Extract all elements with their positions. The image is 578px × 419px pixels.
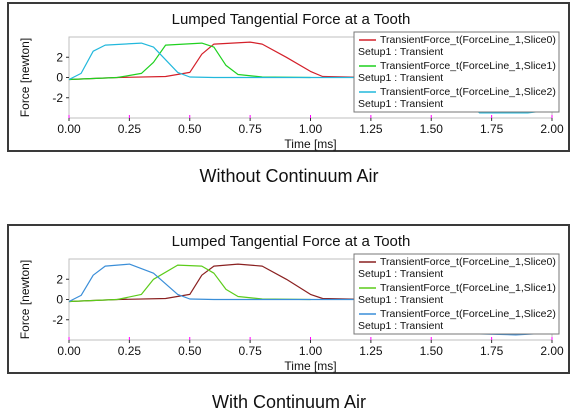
chart-panel-with-air: Lumped Tangential Force at a Tooth 2 0 -2 0.… [7, 224, 570, 374]
x-tick-label: 0.50 [178, 122, 202, 136]
chart-svg: Lumped Tangential Force at a Tooth 2 0 -2 0.… [18, 233, 564, 373]
legend-entry-setup: Setup1 : Transient [358, 46, 443, 58]
legend-box [353, 31, 560, 113]
x-tick-label: 0.75 [238, 344, 262, 358]
x-tick-label: 1.50 [420, 344, 444, 358]
chart-title: Lumped Tangential Force at a Tooth [172, 11, 411, 28]
y-tick-label: 0 [56, 293, 63, 307]
legend-entry-name: TransientForce_t(ForceLine_1,Slice0) [380, 34, 556, 46]
x-tick-label: 0.25 [118, 122, 142, 136]
x-tick-label: 1.75 [480, 344, 504, 358]
legend: TransientForce_t(ForceLine_1,Slice0)Setu… [353, 31, 560, 113]
x-tick-label: 0.75 [238, 122, 262, 136]
y-tick-label: 0 [56, 71, 63, 85]
x-axis-label: Time [ms] [284, 137, 336, 151]
caption-without-air: Without Continuum Air [199, 166, 379, 186]
legend-entry-setup: Setup1 : Transient [358, 98, 443, 110]
x-tick-label: 0.50 [178, 344, 202, 358]
y-tick-label: -2 [52, 91, 63, 105]
x-tick-label: 1.00 [299, 344, 323, 358]
y-tick-label: 2 [56, 272, 63, 286]
x-tick-label: 0.00 [57, 122, 81, 136]
y-axis-label: Force [newton] [18, 38, 32, 117]
x-tick-label: 0.25 [118, 344, 142, 358]
x-tick-label: 2.00 [540, 122, 564, 136]
x-tick-label: 2.00 [540, 344, 564, 358]
x-tick-label: 1.75 [480, 122, 504, 136]
chart-svg: Lumped Tangential Force at a Tooth 2 0 -2 0.… [18, 11, 564, 151]
legend-entry-name: TransientForce_t(ForceLine_1,Slice1) [380, 282, 556, 294]
caption-with-air: With Continuum Air [211, 392, 367, 412]
y-axis-label: Force [newton] [18, 260, 32, 339]
legend-entry-name: TransientForce_t(ForceLine_1,Slice1) [380, 60, 556, 72]
legend-entry-name: TransientForce_t(ForceLine_1,Slice2) [380, 86, 556, 98]
y-tick-label: 2 [56, 50, 63, 64]
legend-box [353, 253, 560, 335]
legend-entry-setup: Setup1 : Transient [358, 320, 443, 332]
chart-panel-without-air: Lumped Tangential Force at a Tooth 2 0 -2 0.… [7, 2, 570, 152]
legend-entry-name: TransientForce_t(ForceLine_1,Slice0) [380, 256, 556, 268]
x-tick-label: 1.00 [299, 122, 323, 136]
x-axis-label: Time [ms] [284, 359, 336, 373]
legend: TransientForce_t(ForceLine_1,Slice0)Setu… [353, 253, 560, 335]
y-tick-label: -2 [52, 313, 63, 327]
legend-entry-setup: Setup1 : Transient [358, 72, 443, 84]
x-tick-label: 0.00 [57, 344, 81, 358]
series-line-slice1 [68, 42, 311, 81]
chart-title: Lumped Tangential Force at a Tooth [172, 233, 411, 250]
series-line-slice1 [68, 264, 311, 303]
legend-entry-setup: Setup1 : Transient [358, 268, 443, 280]
legend-entry-setup: Setup1 : Transient [358, 294, 443, 306]
x-tick-label: 1.25 [359, 122, 383, 136]
x-tick-label: 1.50 [420, 122, 444, 136]
legend-entry-name: TransientForce_t(ForceLine_1,Slice2) [380, 308, 556, 320]
series-line-slice0 [68, 263, 371, 303]
series-line-slice0 [68, 41, 371, 81]
x-tick-label: 1.25 [359, 344, 383, 358]
